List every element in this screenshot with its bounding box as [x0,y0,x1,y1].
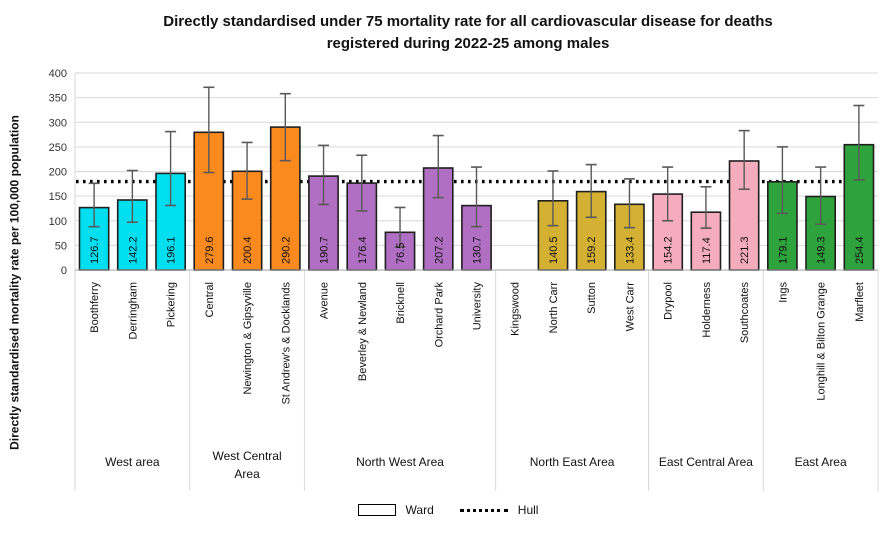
ward-label: West Carr [624,282,636,332]
y-tick-label: 300 [49,117,67,129]
ward-label: Sutton [586,282,598,314]
ward-label: Ings [777,282,789,303]
y-tick-label: 400 [49,68,67,80]
chart-title: Directly standardised under 75 mortality… [48,11,888,55]
ward-label: Marfleet [854,282,866,322]
bar-value-label: 176.4 [357,236,369,264]
ward-label: Central [204,282,216,317]
bar-value-label: 196.1 [166,236,178,264]
bar-value-label: 130.7 [472,236,484,264]
bar-value-label: 279.6 [204,236,216,264]
group-label: Area [234,467,260,481]
ward-legend-swatch [357,504,396,516]
bar-value-label: 76.5 [395,243,407,264]
ward-label: North Carr [548,282,560,334]
bar-value-label: 290.2 [280,236,292,264]
ward-label: University [472,282,484,331]
hull-legend-label: Hull [517,503,539,517]
ward-bar [461,204,492,271]
ward-label: Boothferry [89,282,101,333]
group-label: North East Area [530,455,615,469]
y-tick-label: 350 [49,93,67,105]
bar-value-label: 126.7 [89,236,101,264]
bar-value-label: 207.2 [433,236,445,264]
y-tick-label: 250 [49,142,67,154]
ward-label: Southcoates [739,282,751,344]
bar-value-label: 221.3 [739,236,751,264]
bar-value-label: 154.2 [663,236,675,264]
ward-label: Holderness [701,282,713,338]
ward-label: Beverley & Newland [357,282,369,381]
group-label: West Central [213,449,282,463]
ward-label: Longhill & Bilton Grange [816,282,828,401]
bar-value-label: 254.4 [854,236,866,264]
legend: Ward Hull [0,503,896,517]
ward-legend-label: Ward [405,503,434,517]
group-label: East Central Area [659,455,753,469]
bar-value-label: 200.4 [242,236,254,264]
bar-value-label: 133.4 [624,236,636,264]
y-tick-label: 50 [55,240,67,252]
chart-title-line-1: Directly standardised under 75 mortality… [163,13,773,30]
y-tick-label: 150 [49,191,67,203]
bar-value-label: 140.5 [548,236,560,264]
bar-value-label: 159.2 [586,236,598,264]
y-tick-label: 200 [49,167,67,179]
group-label: West area [105,455,160,469]
y-tick-label: 100 [49,216,67,228]
ward-label: Drypool [663,282,675,320]
bar-value-label: 149.3 [816,236,828,264]
bar-value-label: 142.2 [127,236,139,264]
hull-legend-line [459,508,508,512]
chart-title-line-2: registered during 2022-25 among males [326,35,610,52]
ward-label: Avenue [319,282,331,319]
ward-label: Orchard Park [433,282,445,348]
y-tick-label: 0 [61,265,67,277]
ward-label: St Andrew's & Docklands [280,282,292,405]
ward-label: Newington & Gipsyville [242,282,254,395]
bar-value-label: 117.4 [701,237,713,264]
bar-value-label: 190.7 [319,236,331,264]
group-label: East Area [795,455,847,469]
ward-label: Kingswood [510,282,522,336]
ward-label: Bricknell [395,282,407,324]
ward-label: Derringham [127,282,139,339]
ward-label: Pickering [166,282,178,327]
bar-value-label: 179.1 [777,236,789,264]
group-label: North West Area [356,455,444,469]
